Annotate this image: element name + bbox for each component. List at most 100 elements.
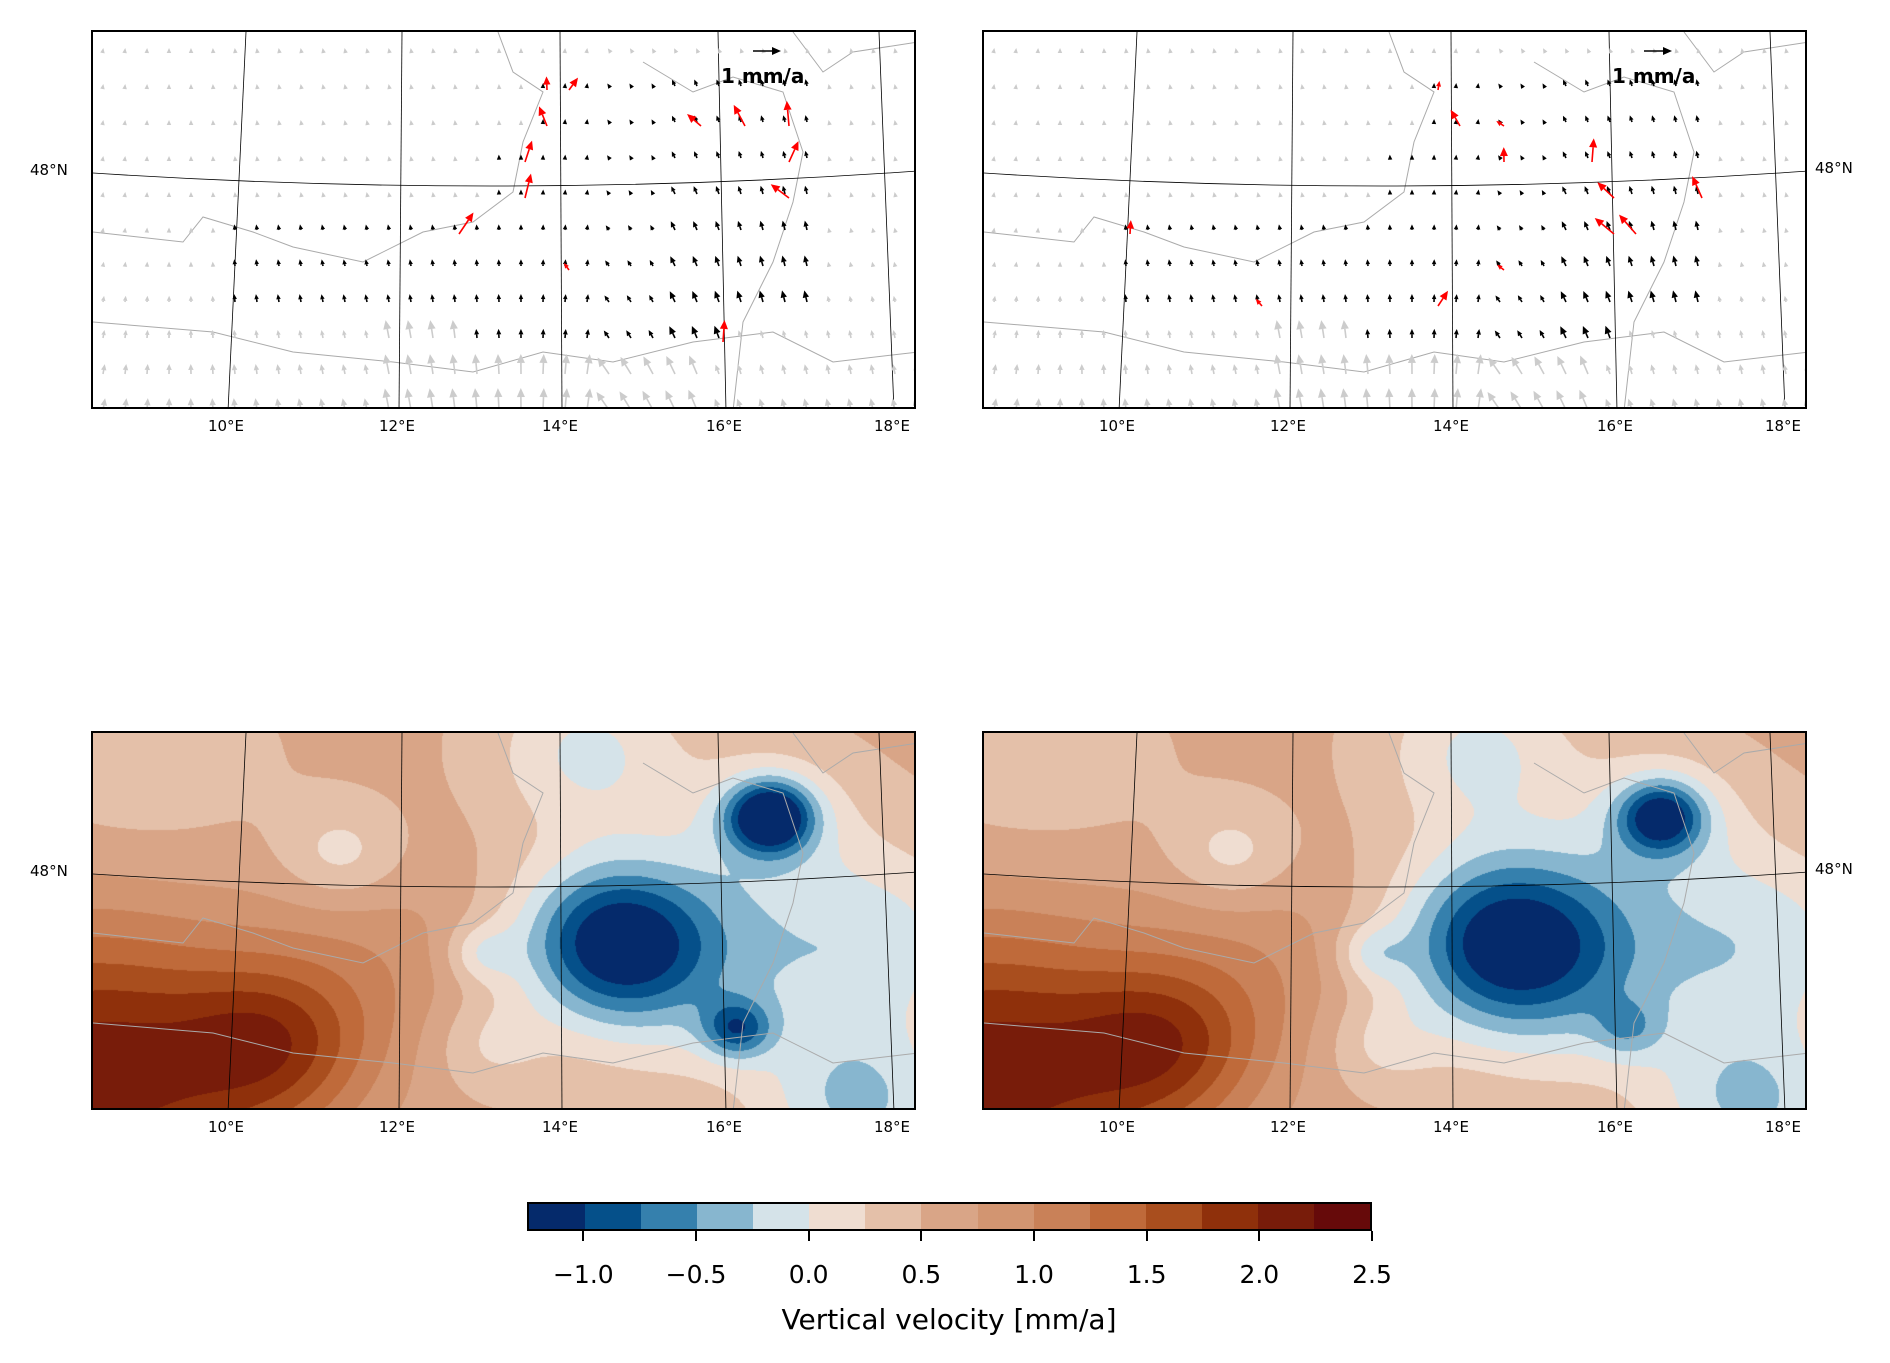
station-velocity-arrow	[1520, 264, 1523, 267]
background-velocity-arrow	[1607, 369, 1611, 375]
station-velocity-arrow	[759, 185, 765, 192]
background-velocity-arrow	[1543, 48, 1548, 54]
background-velocity-arrow	[1299, 362, 1303, 375]
background-velocity-arrow	[1762, 369, 1765, 375]
parallel-line	[984, 871, 1805, 888]
background-velocity-arrow	[992, 295, 997, 302]
colorbar-segment	[529, 1204, 586, 1229]
station-velocity-arrow	[584, 83, 589, 89]
country-border	[642, 762, 804, 1108]
station-velocity-arrow	[737, 220, 743, 228]
station-velocity-arrow	[1585, 297, 1589, 303]
background-velocity-arrow	[387, 120, 392, 126]
reference-arrow-label: 1 mm/a	[721, 64, 805, 88]
background-velocity-arrow	[122, 261, 128, 267]
station-velocity-arrow	[1211, 259, 1216, 265]
background-velocity-arrow	[382, 354, 391, 364]
background-velocity-arrow	[1718, 192, 1723, 198]
station-velocity-arrow	[1520, 155, 1525, 161]
colorbar-label: Vertical velocity [mm/a]	[781, 1303, 1117, 1336]
background-velocity-arrow	[991, 227, 996, 233]
background-velocity-arrow	[1740, 227, 1745, 233]
highlight-velocity-arrow	[1695, 184, 1703, 199]
station-velocity-arrow	[1583, 256, 1589, 264]
background-velocity-arrow	[299, 48, 304, 54]
colorbar-tick	[807, 1231, 810, 1241]
background-velocity-arrow	[827, 334, 830, 339]
background-velocity-arrow	[1579, 389, 1587, 400]
background-velocity-arrow	[386, 363, 390, 375]
background-velocity-arrow	[647, 363, 654, 375]
background-velocity-arrow	[1739, 330, 1744, 336]
background-velocity-arrow	[1343, 397, 1347, 407]
highlight-velocity-arrow	[777, 188, 790, 199]
station-velocity-arrow	[694, 332, 698, 339]
station-velocity-arrow	[1563, 190, 1567, 195]
parallel-line	[984, 170, 1805, 187]
background-velocity-arrow	[100, 398, 108, 406]
station-velocity-arrow	[1585, 332, 1589, 339]
background-velocity-arrow	[431, 192, 436, 198]
background-velocity-arrow	[1166, 398, 1173, 406]
station-velocity-arrow	[1540, 260, 1546, 266]
station-velocity-arrow	[1123, 259, 1129, 265]
station-velocity-arrow	[474, 259, 480, 265]
station-velocity-arrow	[627, 260, 632, 266]
background-velocity-arrow	[1696, 48, 1701, 54]
background-velocity-arrow	[893, 84, 898, 90]
station-velocity-arrow	[518, 189, 524, 195]
station-velocity-arrow	[1650, 220, 1656, 228]
station-velocity-arrow	[1562, 186, 1567, 192]
station-velocity-arrow	[1409, 259, 1415, 265]
station-velocity-arrow	[673, 119, 676, 123]
background-velocity-arrow	[453, 192, 458, 198]
background-velocity-arrow	[188, 120, 194, 126]
background-velocity-arrow	[596, 391, 605, 402]
station-velocity-arrow	[320, 224, 326, 230]
station-velocity-arrow	[628, 190, 634, 196]
background-velocity-arrow	[1534, 356, 1543, 367]
background-velocity-arrow	[824, 398, 832, 407]
background-velocity-arrow	[409, 84, 414, 90]
background-velocity-arrow	[584, 48, 589, 54]
background-velocity-arrow	[365, 334, 368, 339]
station-velocity-arrow	[1674, 261, 1677, 267]
colorbar-tick-label: 0.5	[901, 1260, 942, 1289]
station-velocity-arrow	[518, 224, 524, 230]
background-velocity-arrow	[1761, 295, 1766, 302]
background-velocity-arrow	[1321, 397, 1325, 407]
station-velocity-arrow	[1498, 83, 1503, 89]
station-velocity-arrow	[496, 224, 502, 230]
background-velocity-arrow	[1514, 398, 1522, 407]
background-velocity-arrow	[427, 320, 436, 330]
background-velocity-arrow	[387, 84, 392, 90]
background-velocity-arrow	[1233, 330, 1238, 336]
background-velocity-arrow	[991, 398, 999, 406]
station-velocity-arrow	[714, 255, 721, 263]
background-velocity-arrow	[1718, 120, 1723, 126]
colorbar-segment	[1033, 1204, 1090, 1229]
station-velocity-arrow	[738, 79, 743, 85]
station-velocity-arrow	[605, 260, 610, 266]
station-velocity-arrow	[1409, 154, 1415, 160]
background-velocity-arrow	[363, 364, 369, 371]
background-velocity-arrow	[1212, 405, 1215, 407]
background-velocity-arrow	[915, 156, 916, 161]
station-velocity-arrow	[1695, 79, 1700, 85]
background-velocity-arrow	[449, 388, 458, 398]
background-velocity-arrow	[100, 227, 105, 233]
background-velocity-arrow	[1739, 261, 1745, 268]
background-velocity-arrow	[715, 364, 721, 372]
background-velocity-arrow	[409, 156, 414, 162]
background-velocity-arrow	[1146, 84, 1151, 90]
station-velocity-arrow	[783, 155, 786, 159]
background-velocity-arrow	[688, 355, 697, 366]
station-velocity-arrow	[1343, 259, 1349, 265]
background-velocity-arrow	[1014, 329, 1019, 336]
background-velocity-arrow	[1256, 120, 1261, 126]
station-velocity-arrow	[585, 329, 590, 335]
background-velocity-arrow	[1079, 329, 1085, 335]
station-velocity-arrow	[364, 259, 369, 265]
longitude-tick-label: 12°E	[378, 417, 416, 435]
background-velocity-arrow	[1256, 156, 1261, 162]
